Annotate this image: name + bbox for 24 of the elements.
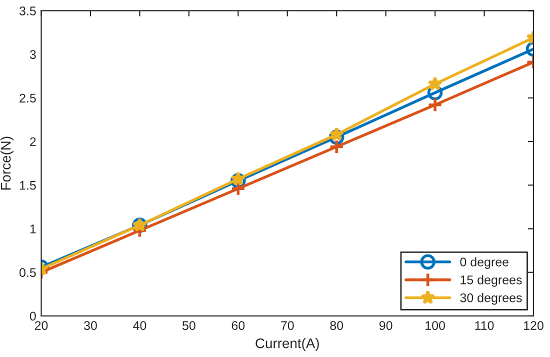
x-tick-label: 100	[426, 321, 445, 330]
x-tick-label: 20	[34, 321, 48, 330]
x-tick-label: 70	[281, 321, 294, 330]
x-tick-label: 40	[133, 321, 146, 330]
y-tick-label: 2	[30, 137, 36, 146]
y-tick-label: 3	[30, 50, 36, 59]
y-tick-label: 2.5	[20, 94, 36, 103]
y-tick-label: 0	[30, 312, 36, 321]
legend-label: 15 degrees	[460, 275, 522, 287]
x-tick-label: 50	[182, 321, 196, 330]
legend-label: 30 degrees	[460, 293, 522, 305]
x-tick-label: 90	[379, 321, 392, 330]
y-axis-title: Force(N)	[0, 136, 14, 190]
y-tick-label: 0.5	[20, 268, 36, 277]
x-tick-label: 80	[330, 321, 344, 330]
x-tick-label: 30	[84, 321, 97, 330]
y-tick-label: 3.5	[19, 6, 36, 16]
y-tick-label: 1	[30, 224, 36, 234]
x-tick-label: 60	[232, 321, 245, 330]
x-tick-label: 120	[524, 321, 544, 330]
y-tick-label: 1.5	[20, 181, 36, 190]
legend-label: 0 degree	[460, 257, 508, 269]
x-tick-label: 110	[475, 321, 494, 330]
x-axis-title: Current(A)	[256, 338, 319, 351]
